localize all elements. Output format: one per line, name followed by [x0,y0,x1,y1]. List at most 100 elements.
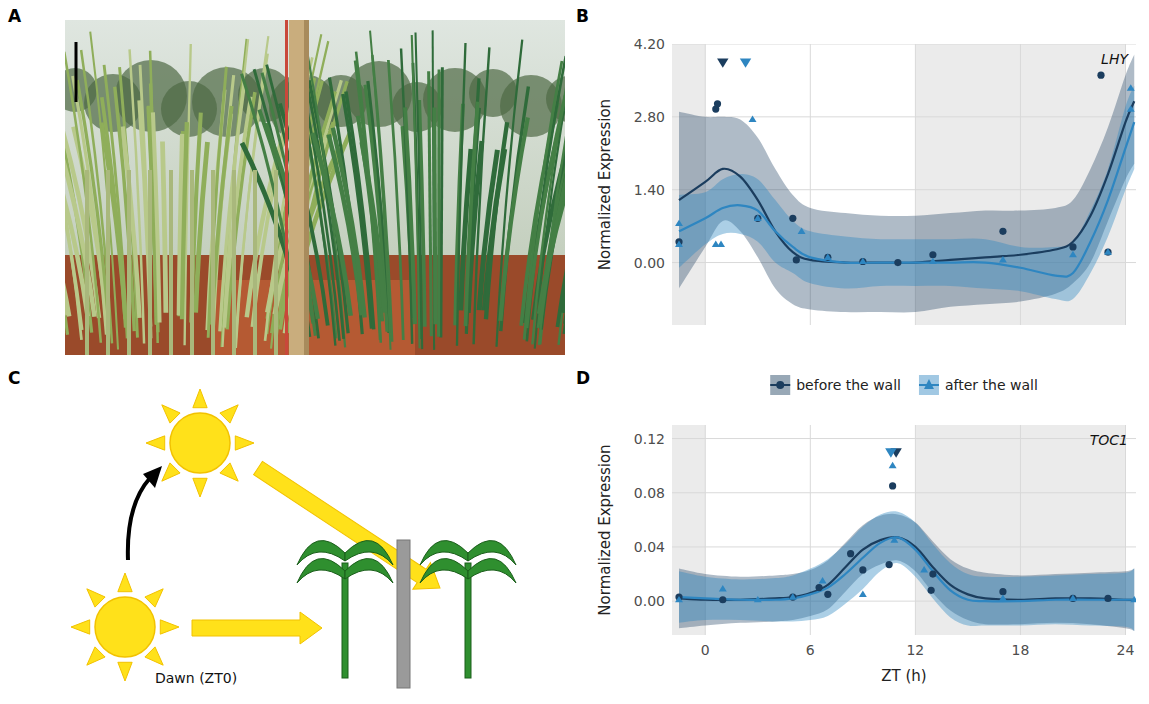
data-point [890,536,898,542]
data-point [920,566,928,572]
sun-ray [162,405,180,423]
sun-ray [87,589,105,607]
data-point [675,220,683,226]
sky [65,20,565,355]
x-axis-title: ZT (h) [881,667,926,685]
panel-letter: B [576,6,589,26]
peak-marker [885,448,896,457]
sun [146,389,254,497]
fit-line [679,537,1134,601]
grid-line-y [672,438,1136,439]
sun-ray [193,389,207,408]
data-point [859,590,867,596]
data-point [1097,72,1104,79]
data-point [824,253,832,259]
y-axis-title: Normalized Expression [596,444,614,615]
sun-ray [145,589,163,607]
sun-ray [71,620,90,634]
data-point [754,214,762,220]
y-tick-label: 0.04 [634,539,665,555]
sun-disc [170,413,230,473]
photo [65,20,565,355]
sun-path-arrowhead [143,466,162,488]
leaf-blade [208,67,226,338]
leaf-blade [437,70,440,337]
sun-ray [146,436,165,450]
confidence-ribbon [679,54,1134,312]
stalk [148,170,152,355]
data-point [749,116,757,122]
data-point [859,566,866,573]
leaf-blade [457,43,466,346]
leaf-blade [388,60,403,340]
stalk [127,170,131,355]
sun-ray [193,478,207,497]
sun [71,573,179,681]
light-arrow [249,455,449,602]
data-point [754,215,761,222]
data-point [889,482,896,489]
leaf-blade [346,92,374,330]
data-point [815,584,822,591]
data-point [1069,595,1077,601]
sun-ray [118,573,132,592]
net-edge [285,20,288,355]
sun-disc [95,597,155,657]
x-tick-label: 24 [1117,642,1135,658]
x-tick-label: 6 [806,642,815,658]
data-point [798,227,806,233]
data-point [1104,595,1111,602]
leaf-blade [182,122,187,319]
stalk [169,170,173,355]
diagram: Dawn (ZT0) [71,389,516,688]
chart: 0.000.040.080.1206121824TOC1Normalized E… [596,425,1138,685]
x-tick-label: 18 [1012,642,1030,658]
plot-area [672,425,1136,635]
y-tick-label: 0.08 [634,485,665,501]
data-point [789,593,797,599]
data-point [889,462,897,468]
sun-path-arrow [128,478,150,560]
y-tick-label: 2.80 [634,109,665,125]
data-point [717,240,725,246]
data-point [929,570,936,577]
data-point [847,550,854,557]
data-point [675,240,683,246]
light-arrow-shape [249,455,449,602]
plant-stem [465,563,471,678]
stalk [106,170,110,355]
data-point [894,259,901,266]
plot-background [672,425,1136,635]
data-point [1104,249,1111,256]
leaf-blade [65,130,94,317]
leaf-blade [432,108,437,325]
post-shadow [304,20,309,355]
confidence-ribbon [679,86,1134,302]
leaf-blade [441,67,442,337]
plant [420,541,516,679]
data-point [1130,596,1136,602]
leaf-blade [540,106,565,324]
leaf-blade [224,97,250,328]
legend-key [919,375,939,395]
data-point [719,585,727,591]
stalk [190,170,194,355]
leaf-blade [405,107,415,324]
plant-leaf [345,559,393,584]
data-point [793,256,800,263]
legend-label: after the wall [945,377,1038,393]
fit-line [679,101,1134,263]
leaf-blade [227,92,255,329]
scale-bar [75,42,78,102]
legend: before the wall after the wall [770,375,1038,395]
gene-title: TOC1 [1090,432,1128,448]
legend-key-marker [776,381,784,389]
legend-label: before the wall [796,377,901,393]
data-point [719,596,726,603]
stalk [85,170,89,355]
figure: ABCDDawn (ZT0)0.001.402.804.20LHYNormali… [0,0,1149,704]
data-point [1069,251,1077,257]
stalk [253,170,257,355]
leaf-blade [162,141,165,312]
data-point [999,228,1006,235]
